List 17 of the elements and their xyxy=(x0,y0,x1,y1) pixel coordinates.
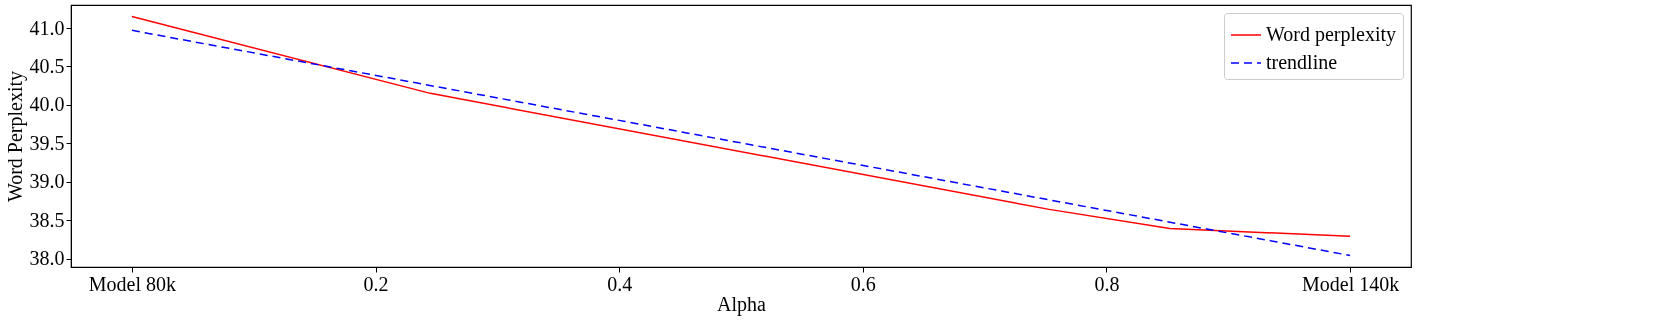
y-tick-label: 40.5 xyxy=(29,54,65,77)
x-axis-title: Alpha xyxy=(717,292,767,316)
x-tick-label: 0.2 xyxy=(363,272,389,295)
x-tick-label: 0.6 xyxy=(850,272,876,295)
y-tick-label: 40.0 xyxy=(29,93,65,116)
x-tick-label: Model 140k xyxy=(1301,272,1400,295)
y-axis-title: Word Perplexity xyxy=(3,70,27,203)
x-tick-label: 0.4 xyxy=(607,272,633,295)
y-tick-label: 38.5 xyxy=(29,208,65,231)
y-tick-label: 41.0 xyxy=(29,16,65,39)
legend-label: Word perplexity xyxy=(1266,23,1397,46)
y-tick-label: 39.0 xyxy=(29,170,65,193)
x-tick-label: Model 80k xyxy=(88,272,177,295)
legend-label: trendline xyxy=(1266,51,1338,73)
x-tick-label: 0.8 xyxy=(1094,272,1120,295)
y-tick-label: 38.0 xyxy=(29,247,65,270)
y-tick-label: 39.5 xyxy=(29,131,65,154)
